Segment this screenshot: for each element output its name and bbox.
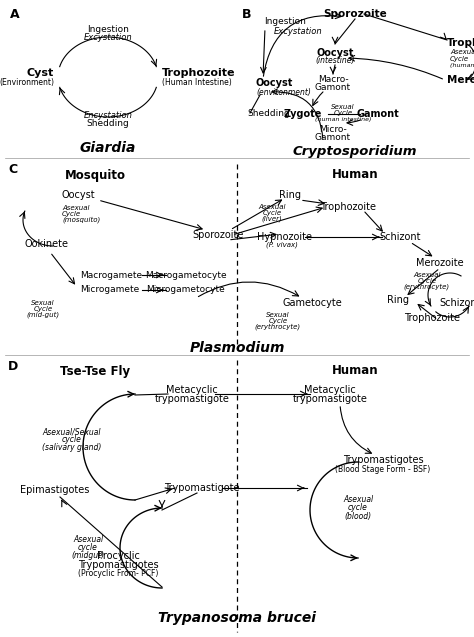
Text: Trophozoite: Trophozoite bbox=[162, 68, 236, 78]
Text: Cyst: Cyst bbox=[27, 68, 54, 78]
Text: Excystation: Excystation bbox=[84, 34, 132, 43]
Text: Mosquito: Mosquito bbox=[64, 169, 126, 182]
Text: Hypnozoite: Hypnozoite bbox=[257, 232, 312, 242]
Text: (Blood Stage Form - BSF): (Blood Stage Form - BSF) bbox=[336, 464, 430, 473]
Text: B: B bbox=[242, 8, 252, 21]
Text: (Procyclic From- PCF): (Procyclic From- PCF) bbox=[78, 569, 158, 578]
Text: Asexual: Asexual bbox=[413, 272, 441, 278]
Text: Ingestion: Ingestion bbox=[87, 25, 129, 34]
Text: Cycle: Cycle bbox=[268, 318, 288, 324]
Text: Microgamete: Microgamete bbox=[80, 285, 139, 294]
Text: cycle: cycle bbox=[62, 436, 82, 445]
Text: (erythrocyte): (erythrocyte) bbox=[404, 283, 450, 290]
Text: trypomastigote: trypomastigote bbox=[155, 394, 229, 404]
Text: Gametocyte: Gametocyte bbox=[282, 298, 342, 308]
Text: Ookinete: Ookinete bbox=[25, 239, 69, 249]
Text: (erythrocyte): (erythrocyte) bbox=[255, 324, 301, 331]
Text: (P. vivax): (P. vivax) bbox=[266, 242, 298, 248]
Text: Trophozoite: Trophozoite bbox=[320, 202, 376, 212]
Text: Metacyclic: Metacyclic bbox=[304, 385, 356, 395]
Text: Merozoite: Merozoite bbox=[416, 258, 464, 268]
Text: Micro-: Micro- bbox=[319, 125, 347, 134]
Text: (environment): (environment) bbox=[256, 87, 311, 96]
Text: Sporozoite: Sporozoite bbox=[192, 230, 244, 240]
Text: Gamont: Gamont bbox=[356, 109, 400, 119]
Text: (liver): (liver) bbox=[262, 216, 283, 222]
Text: Ring: Ring bbox=[279, 190, 301, 200]
Text: Shedding: Shedding bbox=[247, 108, 290, 117]
Text: Schizont: Schizont bbox=[439, 298, 474, 308]
Text: Shedding: Shedding bbox=[87, 120, 129, 129]
Text: (human intestine): (human intestine) bbox=[315, 117, 371, 122]
Text: Sexual: Sexual bbox=[331, 104, 355, 110]
Text: cycle: cycle bbox=[348, 503, 368, 513]
Text: Macrogamete: Macrogamete bbox=[80, 271, 142, 280]
Text: Excystation: Excystation bbox=[274, 27, 323, 36]
Text: (intestine): (intestine) bbox=[315, 57, 355, 66]
Text: Cryptosporidium: Cryptosporidium bbox=[293, 145, 417, 159]
Text: (mosquito): (mosquito) bbox=[62, 217, 100, 224]
Text: Cycle: Cycle bbox=[263, 210, 282, 216]
Text: Sexual: Sexual bbox=[266, 312, 290, 318]
Text: cycle: cycle bbox=[78, 543, 98, 552]
Text: Oocyst: Oocyst bbox=[61, 190, 95, 200]
Text: Cycle: Cycle bbox=[34, 306, 53, 312]
Text: Asexual: Asexual bbox=[258, 204, 286, 210]
Text: Giardia: Giardia bbox=[80, 141, 136, 155]
Text: Sporozoite: Sporozoite bbox=[323, 9, 387, 19]
Text: Macrogametocyte: Macrogametocyte bbox=[145, 271, 227, 280]
Text: Metacyclic: Metacyclic bbox=[166, 385, 218, 395]
Text: A: A bbox=[10, 8, 19, 21]
Text: Asexual: Asexual bbox=[62, 205, 90, 211]
Text: (Human Intestine): (Human Intestine) bbox=[162, 78, 232, 87]
Text: Trophozoite: Trophozoite bbox=[447, 38, 474, 48]
Text: Gamont: Gamont bbox=[315, 83, 351, 92]
Text: Sexual: Sexual bbox=[31, 300, 55, 306]
Text: Human: Human bbox=[332, 169, 378, 182]
Text: Tse-Tse Fly: Tse-Tse Fly bbox=[60, 364, 130, 378]
Text: (blood): (blood) bbox=[345, 512, 372, 520]
Text: Asexual/Sexual: Asexual/Sexual bbox=[43, 427, 101, 436]
Text: C: C bbox=[8, 163, 17, 176]
Text: Zygote: Zygote bbox=[284, 109, 322, 119]
Text: Human: Human bbox=[332, 364, 378, 378]
Text: Trypanosoma brucei: Trypanosoma brucei bbox=[158, 611, 316, 625]
Text: Microgametocyte: Microgametocyte bbox=[146, 285, 225, 294]
Text: trypomastigote: trypomastigote bbox=[292, 394, 367, 404]
Text: (mid-gut): (mid-gut) bbox=[27, 311, 60, 318]
Text: Cycle: Cycle bbox=[450, 56, 469, 62]
Text: Gamont: Gamont bbox=[315, 134, 351, 143]
Text: Macro-: Macro- bbox=[318, 75, 348, 83]
Text: (midgut): (midgut) bbox=[72, 552, 105, 561]
Text: Procyclic: Procyclic bbox=[97, 551, 139, 561]
Text: Oocyst: Oocyst bbox=[256, 78, 293, 88]
Text: Plasmodium: Plasmodium bbox=[189, 341, 285, 355]
Text: Cycle: Cycle bbox=[62, 211, 81, 217]
Text: Ring: Ring bbox=[387, 295, 409, 305]
Text: Trypomastigotes: Trypomastigotes bbox=[78, 560, 158, 570]
Text: D: D bbox=[8, 360, 18, 373]
Text: Cycle: Cycle bbox=[418, 278, 437, 284]
Text: Cycle: Cycle bbox=[333, 110, 353, 116]
Text: Epimastigotes: Epimastigotes bbox=[20, 485, 90, 495]
Text: Trypomastigote: Trypomastigote bbox=[164, 483, 240, 493]
Text: Trophozoite: Trophozoite bbox=[404, 313, 460, 323]
Text: Ingestion: Ingestion bbox=[264, 17, 306, 27]
Text: Oocyst: Oocyst bbox=[316, 48, 354, 58]
Text: Trypomastigotes: Trypomastigotes bbox=[343, 455, 423, 465]
Text: Asexual: Asexual bbox=[450, 49, 474, 55]
Text: Encystation: Encystation bbox=[83, 111, 132, 120]
Text: Asexual: Asexual bbox=[343, 496, 373, 505]
Text: (Environment): (Environment) bbox=[0, 78, 54, 87]
Text: Asexual: Asexual bbox=[73, 536, 103, 545]
Text: Schizont: Schizont bbox=[379, 232, 421, 242]
Text: Merozoite: Merozoite bbox=[447, 75, 474, 85]
Text: (human intestine): (human intestine) bbox=[450, 62, 474, 68]
Text: (salivary gland): (salivary gland) bbox=[42, 443, 102, 452]
